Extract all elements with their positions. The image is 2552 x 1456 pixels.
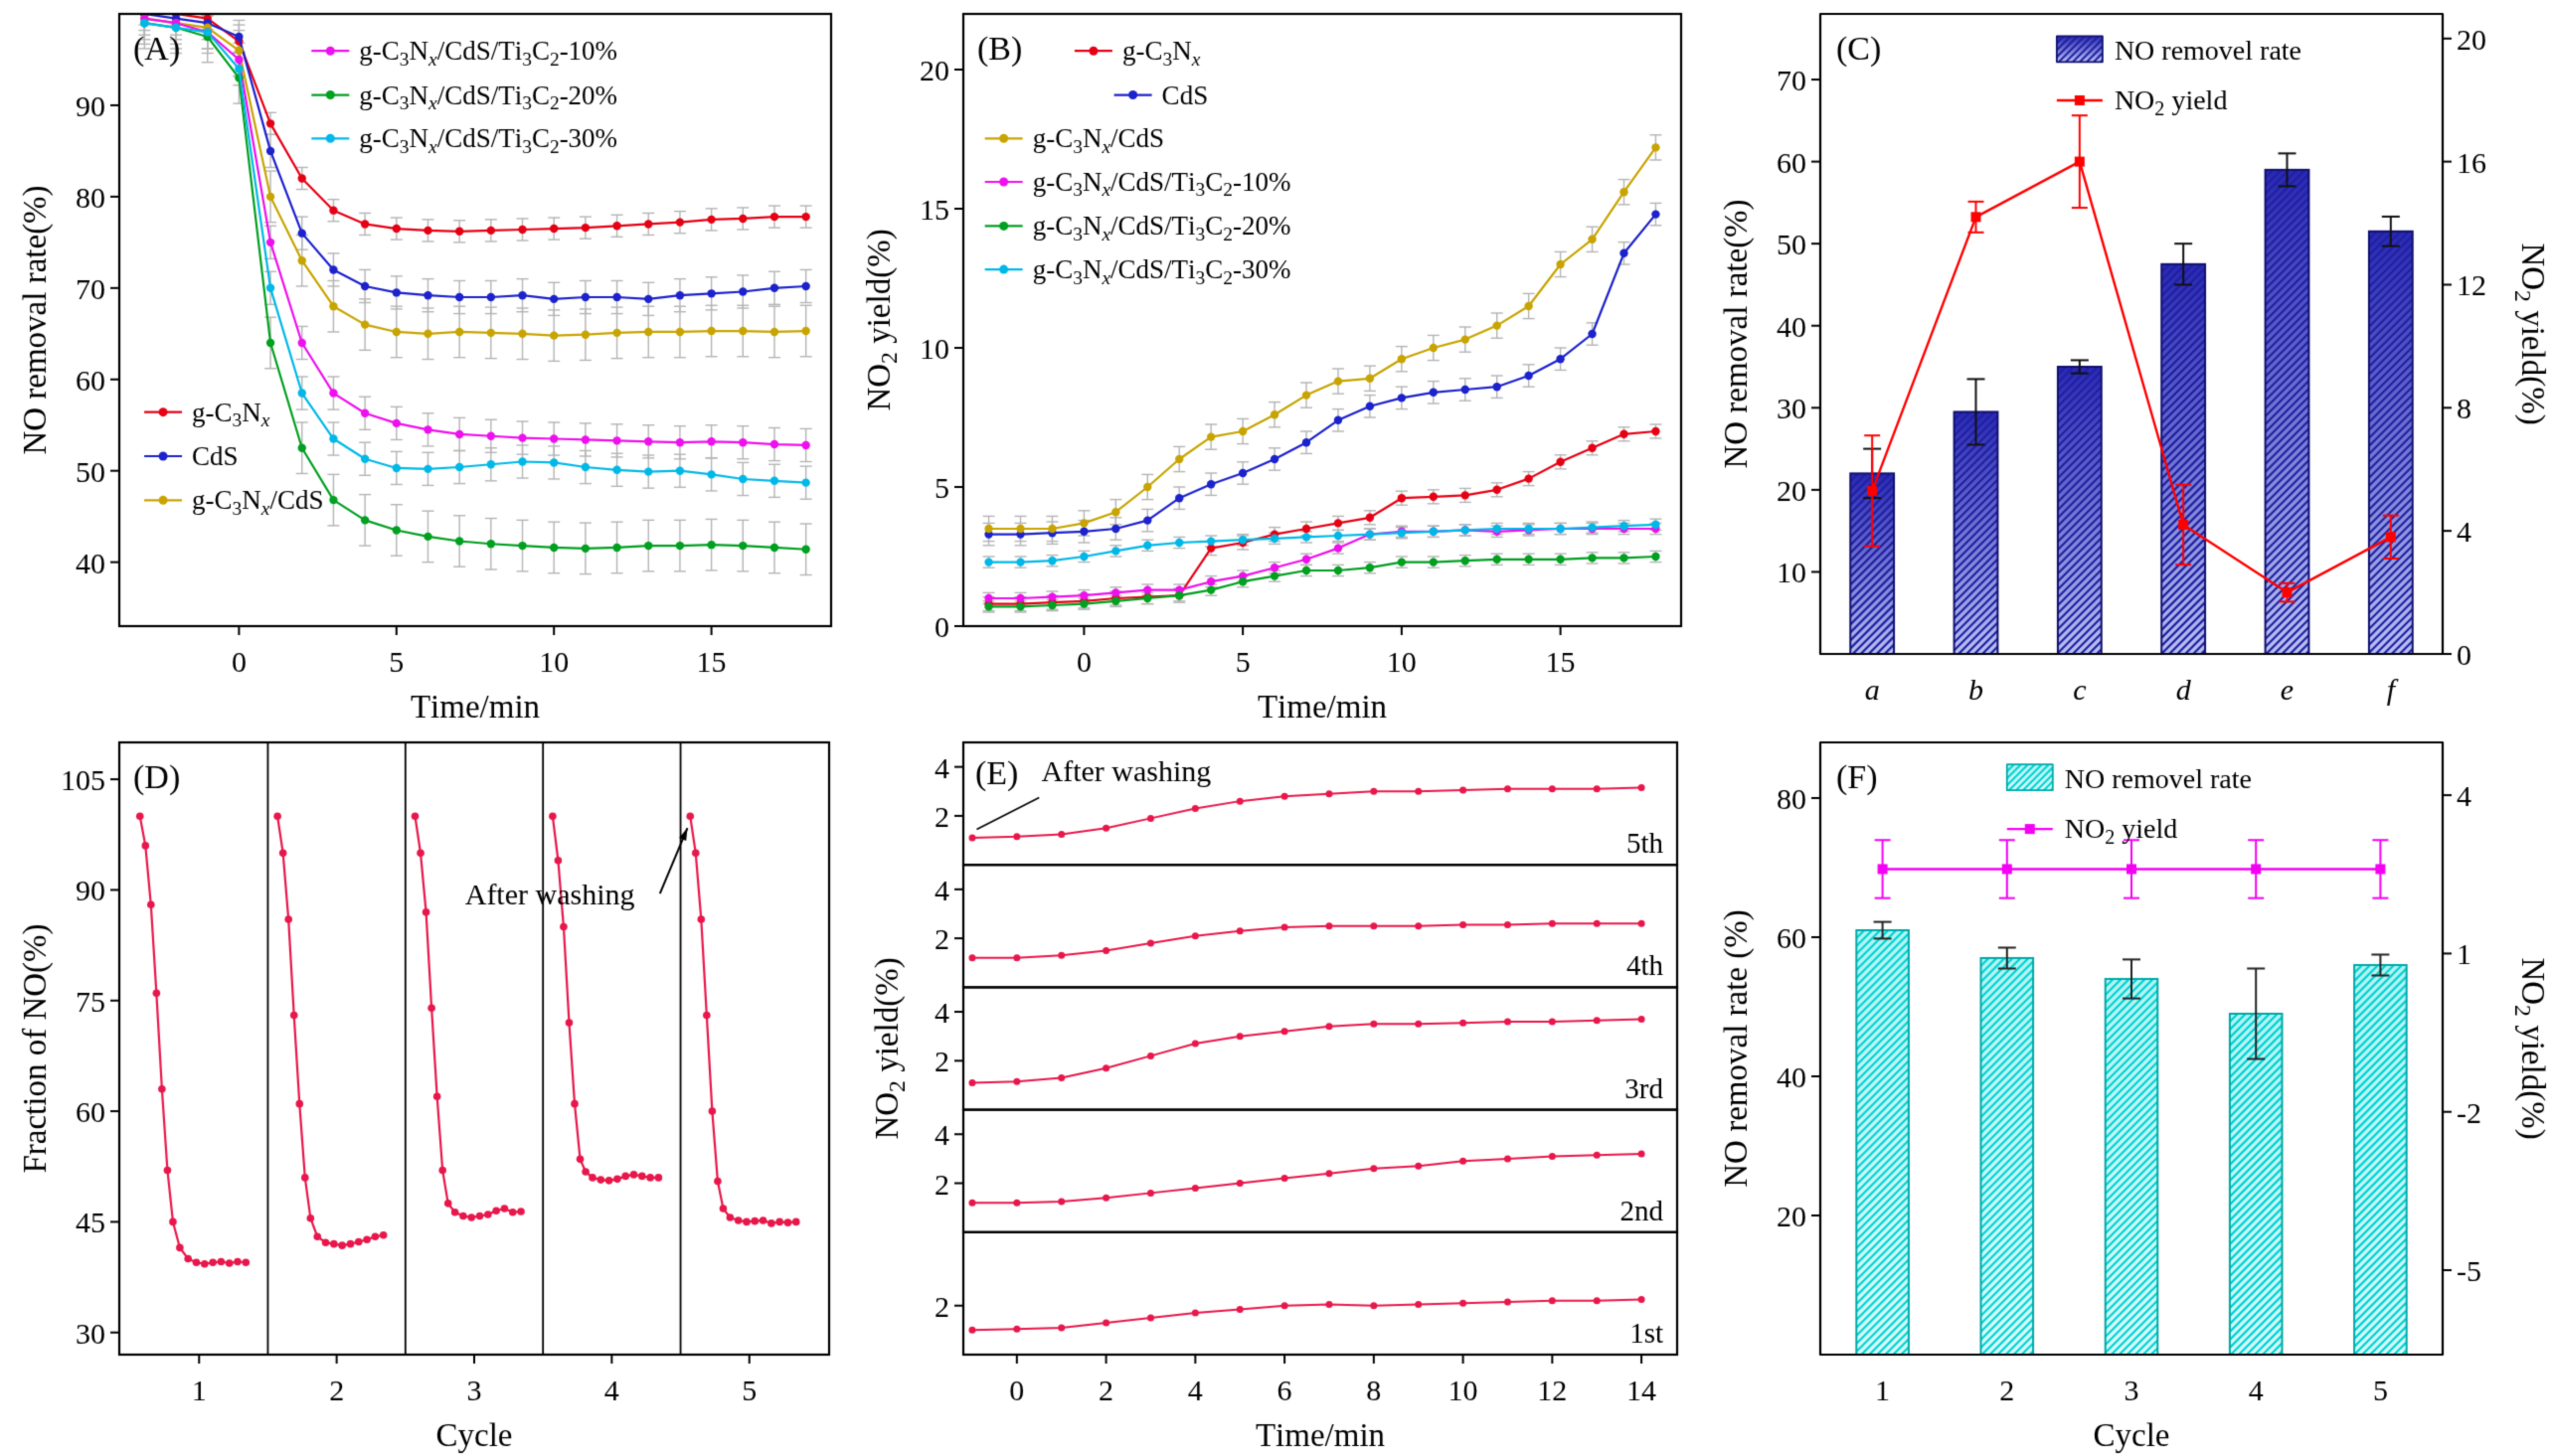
- panel-f-canvas: [1703, 729, 2551, 1454]
- panel-d: [0, 728, 850, 1456]
- panel-b: [851, 0, 1701, 728]
- panel-a-canvas: [1, 2, 849, 727]
- panel-c: [1702, 0, 2552, 728]
- panel-e-canvas: [852, 729, 1700, 1454]
- panel-e: [851, 728, 1701, 1456]
- panel-b-canvas: [852, 2, 1700, 727]
- panel-a: [0, 0, 850, 728]
- panel-f: [1702, 728, 2552, 1456]
- panel-d-canvas: [1, 729, 849, 1454]
- panel-c-canvas: [1703, 2, 2551, 727]
